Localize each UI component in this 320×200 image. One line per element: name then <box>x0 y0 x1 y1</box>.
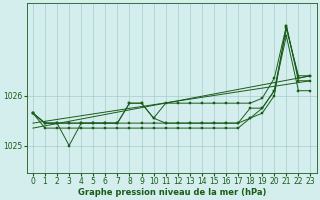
X-axis label: Graphe pression niveau de la mer (hPa): Graphe pression niveau de la mer (hPa) <box>77 188 266 197</box>
